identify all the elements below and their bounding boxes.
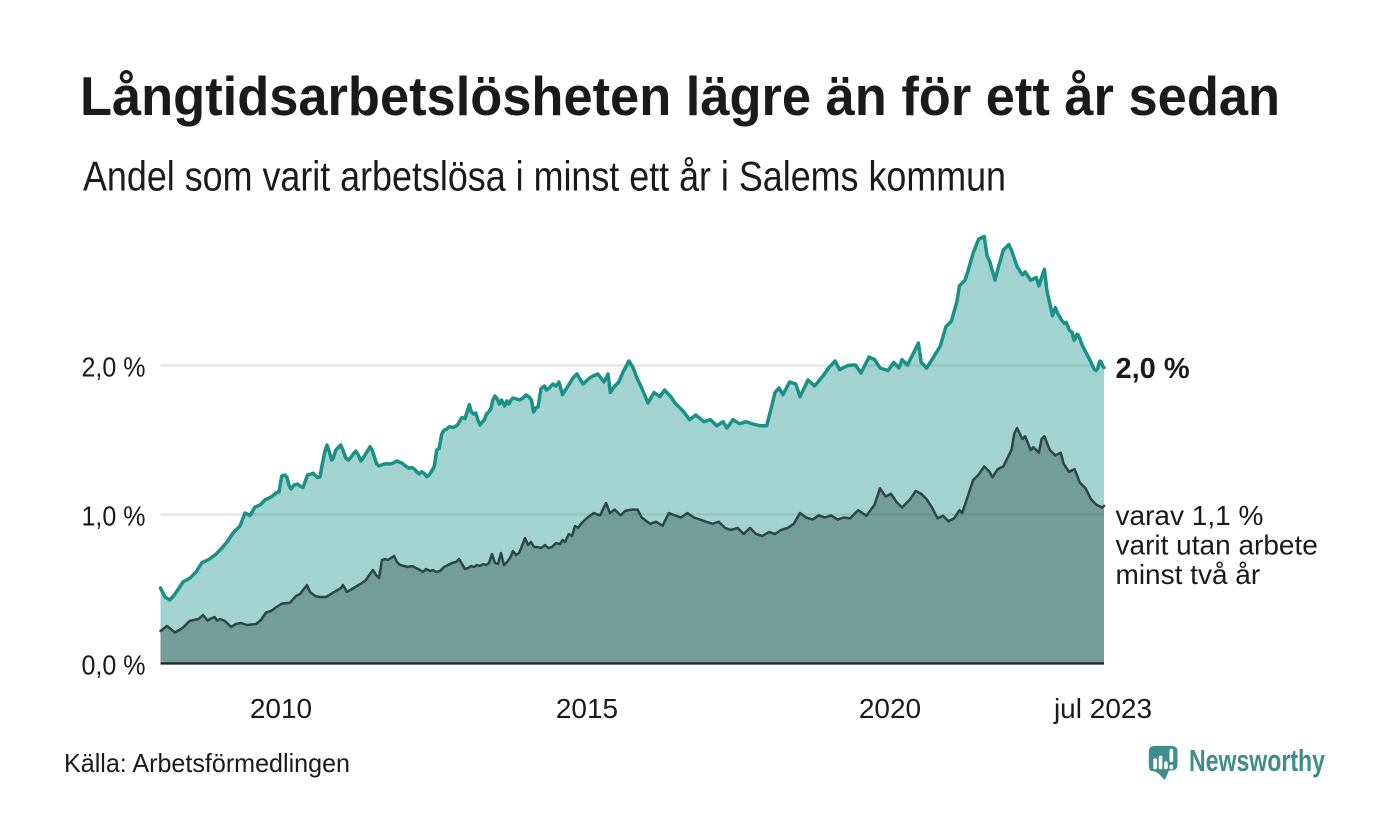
svg-text:Källa: Arbetsförmedlingen: Källa: Arbetsförmedlingen <box>64 748 350 778</box>
svg-text:1,0 %: 1,0 % <box>82 501 146 532</box>
svg-text:minst två år: minst två år <box>1116 559 1261 590</box>
svg-text:varav 1,1 %: varav 1,1 % <box>1116 500 1264 531</box>
svg-text:Newsworthy: Newsworthy <box>1189 743 1326 778</box>
svg-text:0,0 %: 0,0 % <box>82 650 146 681</box>
svg-text:Långtidsarbetslösheten lägre ä: Långtidsarbetslösheten lägre än för ett … <box>80 65 1280 127</box>
svg-text:Andel som varit arbetslösa i m: Andel som varit arbetslösa i minst ett å… <box>83 153 1006 200</box>
svg-text:jul 2023: jul 2023 <box>1053 693 1152 724</box>
svg-text:2,0 %: 2,0 % <box>82 352 146 383</box>
svg-text:varit utan arbete: varit utan arbete <box>1116 530 1318 561</box>
svg-text:2010: 2010 <box>250 693 312 724</box>
svg-text:2015: 2015 <box>556 693 618 724</box>
svg-text:2020: 2020 <box>859 693 921 724</box>
svg-text:2,0 %: 2,0 % <box>1116 353 1190 385</box>
